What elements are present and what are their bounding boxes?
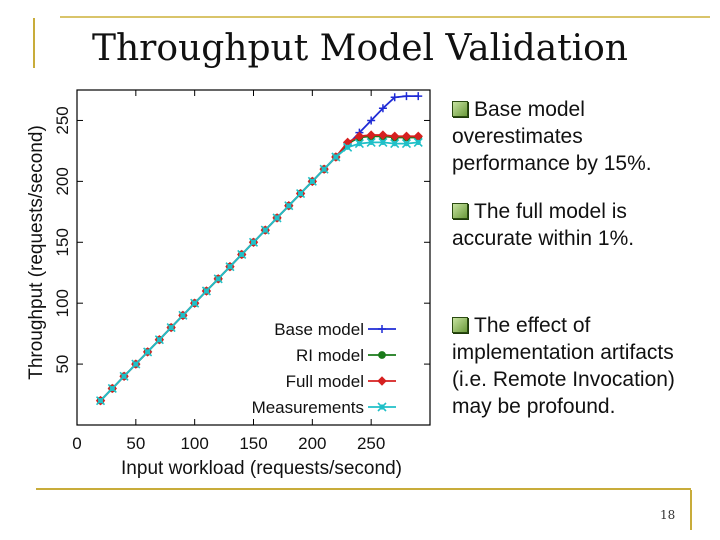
series-line [99, 135, 419, 402]
bullet-item: Base model overestimates performance by … [452, 96, 692, 177]
data-point [321, 166, 327, 172]
data-point [156, 337, 162, 343]
decor-rule-bottom [36, 488, 691, 490]
data-point [356, 141, 362, 147]
series-line [99, 141, 419, 402]
data-point [286, 203, 292, 209]
data-point [392, 141, 398, 147]
data-point [121, 373, 127, 379]
data-point [354, 131, 365, 141]
data-point [203, 288, 210, 294]
decor-rule-right [690, 490, 692, 530]
series-line [99, 134, 419, 402]
x-tick-label: 0 [72, 434, 81, 453]
page-number: 18 [660, 508, 676, 522]
data-point [180, 312, 186, 318]
data-point [97, 398, 104, 404]
data-point [109, 385, 115, 392]
data-point [250, 239, 257, 245]
data-point [390, 93, 399, 102]
legend-label: Base model [274, 320, 364, 339]
y-tick-label: 150 [53, 228, 72, 256]
bullet-box-icon [452, 101, 468, 117]
x-tick-label: 200 [298, 434, 326, 453]
y-tick-label: 100 [53, 289, 72, 317]
legend-label: Measurements [252, 398, 364, 417]
y-tick-label: 200 [53, 167, 72, 195]
data-point [414, 92, 423, 101]
legend-label: Full model [286, 372, 364, 391]
bullet-text: Base model overestimates performance by … [452, 98, 652, 175]
data-point [262, 227, 268, 233]
x-axis-label: Input workload (requests/second) [121, 458, 402, 479]
y-axis-label: Throughput (requests/second) [26, 125, 47, 380]
data-point [239, 251, 245, 258]
data-point [345, 144, 351, 150]
bullet-text: The effect of implementation artifacts (… [452, 314, 675, 418]
data-point [274, 215, 280, 221]
decor-rule-top [60, 16, 710, 18]
data-point [379, 404, 385, 410]
data-point [380, 139, 386, 145]
data-point [215, 276, 221, 282]
y-tick-label: 250 [53, 106, 72, 134]
bullet-box-icon [452, 317, 468, 333]
data-point [378, 351, 386, 359]
data-point [309, 178, 315, 184]
data-point [168, 324, 174, 331]
data-point [403, 141, 410, 147]
plot-frame [76, 89, 431, 426]
bullet-item: The effect of implementation artifacts (… [452, 312, 692, 420]
bullet-text: The full model is accurate within 1%. [452, 200, 635, 250]
data-point [333, 154, 339, 160]
x-tick-label: 150 [239, 434, 267, 453]
data-point [367, 116, 376, 125]
data-point [368, 139, 374, 145]
data-point [378, 104, 387, 113]
x-tick-label: 50 [126, 434, 145, 453]
bullet-box-icon [452, 203, 468, 219]
data-point [133, 361, 139, 367]
data-point [227, 264, 233, 270]
data-point [389, 131, 400, 141]
data-point [192, 300, 198, 306]
legend-label: RI model [296, 346, 364, 365]
data-point [378, 130, 388, 140]
data-point [145, 349, 151, 355]
data-point [377, 376, 387, 386]
data-point [415, 139, 421, 145]
data-point [366, 130, 376, 140]
data-point [402, 92, 411, 101]
x-tick-label: 250 [357, 434, 385, 453]
data-point [378, 325, 386, 333]
x-tick-label: 100 [180, 434, 208, 453]
data-point [297, 190, 304, 197]
decor-rule-left [33, 18, 35, 68]
y-tick-label: 50 [53, 355, 72, 374]
bullet-item: The full model is accurate within 1%. [452, 198, 692, 252]
slide-title: Throughput Model Validation [91, 28, 628, 69]
data-point [401, 131, 412, 141]
